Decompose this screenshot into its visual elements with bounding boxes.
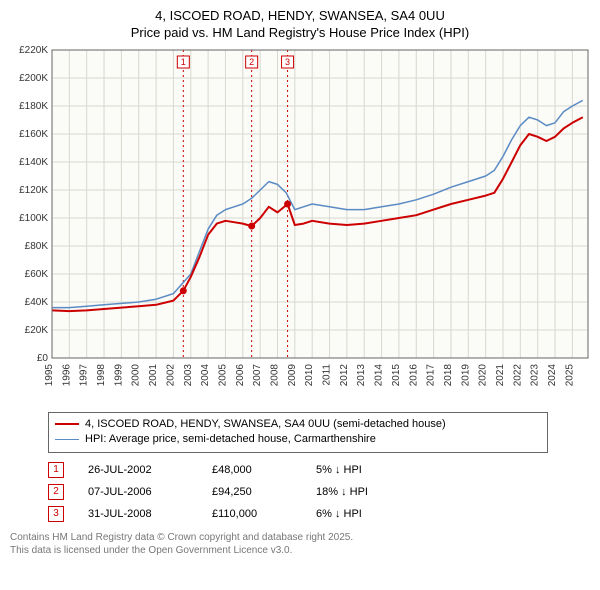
svg-text:2004: 2004 xyxy=(200,363,211,386)
svg-text:£120K: £120K xyxy=(19,185,48,196)
svg-text:2: 2 xyxy=(249,57,254,67)
event-date: 31-JUL-2008 xyxy=(88,508,188,520)
svg-text:£80K: £80K xyxy=(25,241,49,252)
svg-text:£40K: £40K xyxy=(25,297,49,308)
svg-text:2012: 2012 xyxy=(339,363,350,386)
svg-text:£220K: £220K xyxy=(19,46,48,56)
legend-row: 4, ISCOED ROAD, HENDY, SWANSEA, SA4 0UU … xyxy=(55,417,541,432)
svg-text:£140K: £140K xyxy=(19,157,48,168)
svg-text:£0: £0 xyxy=(37,353,49,364)
events-table: 1 26-JUL-2002 £48,000 5% ↓ HPI 2 07-JUL-2006 £… xyxy=(48,459,590,525)
footer: Contains HM Land Registry data © Crown c… xyxy=(10,531,590,557)
svg-text:1999: 1999 xyxy=(113,363,124,386)
event-date: 26-JUL-2002 xyxy=(88,464,188,476)
svg-text:£100K: £100K xyxy=(19,213,48,224)
svg-text:2010: 2010 xyxy=(304,363,315,386)
svg-text:2001: 2001 xyxy=(148,363,159,386)
svg-text:2015: 2015 xyxy=(391,363,402,386)
svg-text:£20K: £20K xyxy=(25,325,49,336)
legend-swatch xyxy=(55,423,79,425)
svg-text:2025: 2025 xyxy=(564,363,575,386)
svg-text:2014: 2014 xyxy=(374,363,385,386)
svg-text:3: 3 xyxy=(285,57,290,67)
event-row: 2 07-JUL-2006 £94,250 18% ↓ HPI xyxy=(48,481,590,503)
svg-text:2020: 2020 xyxy=(478,363,489,386)
svg-text:£60K: £60K xyxy=(25,269,49,280)
event-diff: 6% ↓ HPI xyxy=(316,508,436,520)
svg-text:1996: 1996 xyxy=(61,363,72,386)
sale-marker xyxy=(284,200,291,207)
event-price: £110,000 xyxy=(212,508,292,520)
sale-marker xyxy=(248,222,255,229)
title-line1: 4, ISCOED ROAD, HENDY, SWANSEA, SA4 0UU xyxy=(0,8,600,25)
event-row: 3 31-JUL-2008 £110,000 6% ↓ HPI xyxy=(48,503,590,525)
svg-text:2022: 2022 xyxy=(512,363,523,386)
svg-text:£200K: £200K xyxy=(19,73,48,84)
svg-text:2024: 2024 xyxy=(547,363,558,386)
footer-line1: Contains HM Land Registry data © Crown c… xyxy=(10,531,590,544)
legend-label: HPI: Average price, semi-detached house,… xyxy=(85,432,376,447)
sale-marker xyxy=(180,287,187,294)
svg-text:2016: 2016 xyxy=(408,363,419,386)
title-line2: Price paid vs. HM Land Registry's House … xyxy=(0,25,600,42)
chart-container: 4, ISCOED ROAD, HENDY, SWANSEA, SA4 0UU … xyxy=(0,0,600,557)
svg-text:2023: 2023 xyxy=(530,363,541,386)
svg-text:2002: 2002 xyxy=(165,363,176,386)
event-marker: 1 xyxy=(48,462,64,478)
svg-text:2000: 2000 xyxy=(131,363,142,386)
event-diff: 18% ↓ HPI xyxy=(316,486,436,498)
legend-row: HPI: Average price, semi-detached house,… xyxy=(55,432,541,447)
legend-swatch xyxy=(55,439,79,440)
svg-text:2021: 2021 xyxy=(495,363,506,386)
svg-text:2011: 2011 xyxy=(322,363,333,385)
chart: 1 2 3 £0 £20K £40K £60K £80K £100K £120K £140K £160… xyxy=(0,46,600,406)
chart-svg: 1 2 3 £0 £20K £40K £60K £80K £100K £120K £140K £160… xyxy=(0,46,600,406)
svg-text:2005: 2005 xyxy=(217,363,228,386)
svg-text:1997: 1997 xyxy=(79,363,90,386)
svg-text:2008: 2008 xyxy=(270,363,281,386)
legend: 4, ISCOED ROAD, HENDY, SWANSEA, SA4 0UU … xyxy=(48,412,548,453)
svg-text:2006: 2006 xyxy=(235,363,246,386)
event-date: 07-JUL-2006 xyxy=(88,486,188,498)
event-marker: 3 xyxy=(48,506,64,522)
svg-text:2013: 2013 xyxy=(356,363,367,386)
title-block: 4, ISCOED ROAD, HENDY, SWANSEA, SA4 0UU … xyxy=(0,0,600,46)
svg-text:£180K: £180K xyxy=(19,101,48,112)
svg-text:£160K: £160K xyxy=(19,129,48,140)
svg-text:2019: 2019 xyxy=(460,363,471,386)
legend-label: 4, ISCOED ROAD, HENDY, SWANSEA, SA4 0UU … xyxy=(85,417,446,432)
svg-text:2017: 2017 xyxy=(426,363,437,386)
event-row: 1 26-JUL-2002 £48,000 5% ↓ HPI xyxy=(48,459,590,481)
svg-text:1995: 1995 xyxy=(44,363,55,386)
event-diff: 5% ↓ HPI xyxy=(316,464,436,476)
svg-text:2009: 2009 xyxy=(287,363,298,386)
svg-text:2003: 2003 xyxy=(183,363,194,386)
svg-text:1998: 1998 xyxy=(96,363,107,386)
event-marker: 2 xyxy=(48,484,64,500)
event-price: £48,000 xyxy=(212,464,292,476)
event-price: £94,250 xyxy=(212,486,292,498)
svg-text:2018: 2018 xyxy=(443,363,454,386)
svg-text:2007: 2007 xyxy=(252,363,263,386)
svg-text:1: 1 xyxy=(181,57,186,67)
footer-line2: This data is licensed under the Open Gov… xyxy=(10,544,590,557)
